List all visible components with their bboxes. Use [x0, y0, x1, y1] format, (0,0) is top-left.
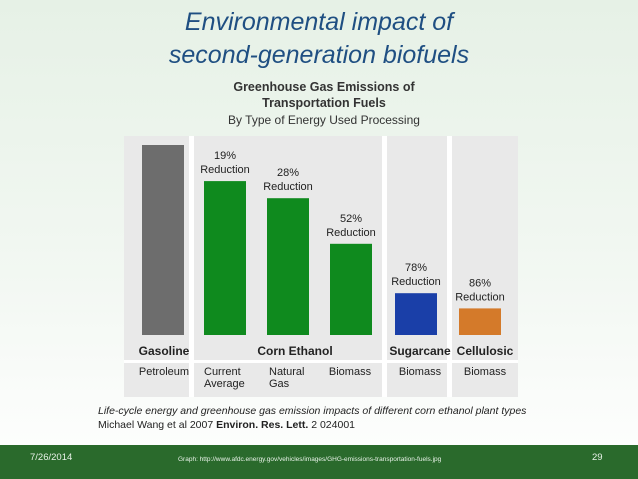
chart-column-divider [447, 136, 452, 397]
chart-subtitle: By Type of Energy Used Processing [228, 113, 420, 127]
group-label: Gasoline [139, 344, 190, 358]
footer-date: 7/26/2014 [30, 452, 73, 463]
group-label: Cellulosic [457, 344, 514, 358]
bar-data-label-text: Reduction [455, 291, 505, 303]
group-label: Sugarcane [389, 344, 451, 358]
footer-bar [0, 445, 638, 479]
chart-row-divider [124, 360, 518, 363]
energy-type-label: Natural [269, 366, 304, 378]
figure-caption: Life-cycle energy and greenhouse gas emi… [98, 404, 618, 432]
bar-3 [267, 198, 309, 335]
slide-title: Environmental impact of second-generatio… [0, 6, 638, 72]
caption-volume: 2 024001 [308, 419, 356, 431]
chart-column-divider [382, 136, 387, 397]
slide-title-line2: second-generation biofuels [168, 41, 470, 69]
footer-page-number: 29 [592, 452, 603, 463]
energy-type-label: Current [204, 366, 241, 378]
bar-data-label-text: Reduction [263, 181, 313, 193]
bar-4 [330, 243, 372, 335]
chart-title: Greenhouse Gas Emissions of [233, 80, 415, 94]
bar-data-label-pct: 86% [469, 277, 491, 289]
bar-data-label-text: Reduction [326, 227, 376, 239]
group-label: Corn Ethanol [257, 344, 332, 358]
bar-data-label-pct: 19% [214, 150, 236, 162]
energy-type-label: Petroleum [139, 366, 189, 378]
energy-type-label: Biomass [464, 366, 507, 378]
energy-type-label: Average [204, 378, 245, 390]
chart-title-line2: Transportation Fuels [262, 96, 386, 110]
footer-source: Graph: http://www.afdc.energy.gov/vehicl… [178, 456, 442, 463]
bar-1 [142, 145, 184, 335]
caption-author: Michael Wang et al 2007 [98, 419, 217, 431]
slide-title-line1: Environmental impact of [184, 8, 454, 36]
bar-data-label-pct: 78% [405, 262, 427, 274]
energy-type-label: Gas [269, 378, 290, 390]
bar-data-label-text: Reduction [391, 276, 441, 288]
caption-line1: Life-cycle energy and greenhouse gas emi… [98, 405, 527, 417]
bar-2 [204, 181, 246, 335]
bar-data-label-text: Reduction [200, 164, 250, 176]
chart-column-divider [189, 136, 194, 397]
caption-journal: Environ. Res. Lett. [216, 419, 309, 431]
bar-5 [395, 293, 437, 335]
bar-data-label-pct: 28% [277, 167, 299, 179]
bar-6 [459, 308, 501, 335]
bar-data-label-pct: 52% [340, 213, 362, 225]
energy-type-label: Biomass [399, 366, 442, 378]
energy-type-label: Biomass [329, 366, 372, 378]
